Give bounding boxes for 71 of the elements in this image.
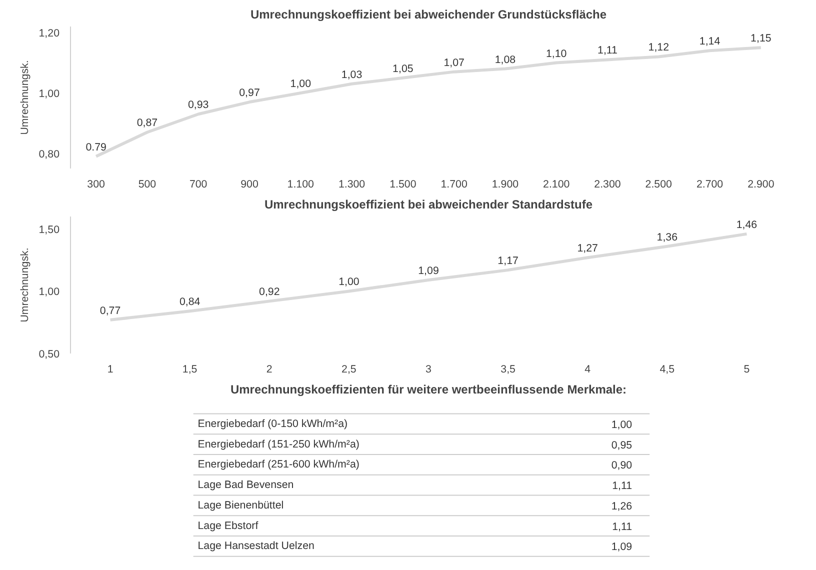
- x-tick-label: 2.900: [748, 178, 774, 190]
- data-label: 1,00: [290, 78, 312, 90]
- x-tick-label: 1,5: [182, 364, 198, 376]
- data-label: 0,92: [259, 286, 280, 298]
- data-label: 1,46: [736, 218, 758, 231]
- y-tick-label: 1,00: [38, 286, 60, 298]
- data-label: 0,97: [239, 87, 260, 100]
- y-axis-title: Umrechnungsk.: [18, 248, 31, 322]
- x-tick-label: 1.500: [390, 178, 416, 190]
- text: 1,09: [611, 541, 632, 554]
- x-tick-label: 500: [138, 178, 156, 190]
- x-tick-label: 1.900: [492, 178, 519, 190]
- data-label: 1,08: [494, 54, 516, 66]
- data-label: 0,84: [179, 296, 200, 308]
- y-tick-label: 0,80: [38, 148, 60, 160]
- x-tick-label: 3: [426, 364, 432, 376]
- data-label: 1,17: [498, 255, 518, 268]
- data-label: 0,87: [136, 117, 158, 130]
- category-label: Lage Bad Bevensen: [198, 479, 294, 492]
- y-tick-label: 0,50: [38, 348, 60, 360]
- category-label: Lage Bienenbüttel: [198, 499, 284, 512]
- data-label: 1,15: [750, 32, 772, 45]
- data-label: 0,77: [100, 304, 121, 317]
- x-tick-label: 5: [744, 364, 750, 376]
- data-label: 0.79: [86, 141, 107, 154]
- x-tick-label: 1: [107, 364, 114, 376]
- data-label: 1,03: [341, 68, 362, 81]
- text: 0,95: [611, 439, 632, 452]
- y-axis-title: Umrechnungsk.: [18, 60, 31, 135]
- x-tick-label: 700: [189, 178, 208, 190]
- data-label: 0,93: [188, 99, 209, 112]
- text: 1,11: [612, 480, 632, 492]
- x-tick-label: 300: [87, 178, 106, 190]
- category-label: Energiebedarf (251-600 kWh/m²a): [198, 458, 360, 471]
- text: Umrechnungskoeffizienten für weitere wertbeeinflussende Merkmale:: [230, 382, 627, 396]
- data-label: 1,10: [546, 48, 567, 60]
- x-tick-label: 4: [584, 364, 591, 376]
- data-label: 1,11: [598, 44, 618, 57]
- data-label: 1,09: [418, 265, 439, 278]
- category-label: Energiebedarf (0-150 kWh/m²a): [198, 418, 348, 430]
- data-label: 1,14: [699, 36, 720, 48]
- data-label: 1,00: [338, 276, 360, 288]
- data-label: 1,27: [577, 242, 598, 255]
- chart-title: Umrechnungskoeffizient bei abweichender Grundstücksfläche: [250, 8, 607, 22]
- x-tick-label: 2,5: [342, 364, 356, 376]
- text: 0,90: [611, 460, 632, 472]
- chart-title: Umrechnungskoeffizient bei abweichender Standardstufe: [264, 198, 593, 212]
- x-tick-label: 4,5: [660, 364, 675, 376]
- data-label: 1,36: [656, 231, 678, 244]
- text: 1,26: [611, 500, 632, 512]
- category-label: Lage Ebstorf: [198, 520, 258, 532]
- y-tick-label: 1,50: [38, 224, 60, 236]
- x-tick-label: 2.700: [696, 178, 724, 190]
- category-label: Lage Hansestadt Uelzen: [198, 540, 315, 552]
- x-tick-label: 1.100: [287, 178, 314, 190]
- x-tick-label: 2.100: [543, 178, 570, 190]
- category-label: Energiebedarf (151-250 kWh/m²a): [198, 438, 360, 450]
- x-tick-label: 1.300: [338, 178, 366, 190]
- x-tick-label: 900: [240, 178, 258, 190]
- x-tick-label: 2.500: [645, 178, 672, 190]
- data-label: 1,07: [444, 56, 465, 69]
- x-tick-label: 2.300: [594, 178, 621, 190]
- data-label: 1,12: [648, 42, 670, 54]
- x-tick-label: 2: [266, 364, 272, 376]
- y-tick-label: 1,00: [38, 88, 60, 100]
- x-tick-label: 3,5: [500, 364, 516, 376]
- text: 1,00: [611, 418, 632, 431]
- text: 1,11: [612, 520, 632, 533]
- y-tick-label: 1,20: [38, 28, 60, 40]
- x-tick-label: 1.700: [440, 178, 468, 190]
- data-label: 1,05: [392, 62, 414, 75]
